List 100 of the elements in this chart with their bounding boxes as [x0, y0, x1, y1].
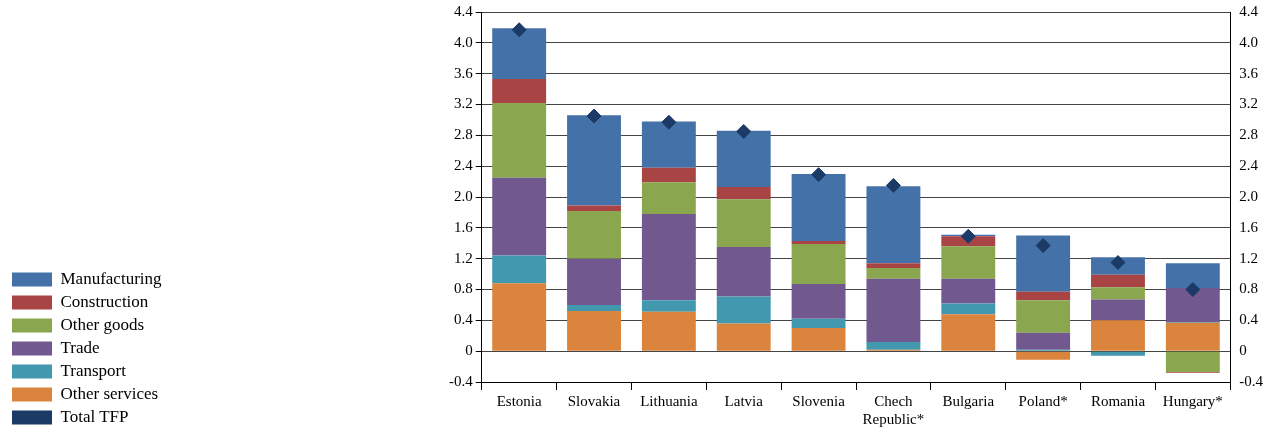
x-tick-label: Hungary* — [1162, 392, 1223, 409]
x-tick-label: Slovakia — [567, 392, 621, 409]
y2-tick-label: 0.4 — [1239, 311, 1259, 328]
y-tick-label: 3.2 — [454, 95, 473, 112]
bar — [641, 121, 696, 168]
bar — [1016, 235, 1071, 292]
y-tick-label: 0.4 — [454, 311, 474, 328]
x-tick-label: Chech Republic* — [862, 392, 925, 427]
point — [811, 167, 827, 183]
bar — [716, 296, 771, 324]
bar — [1091, 299, 1145, 321]
point — [1035, 238, 1051, 254]
bar — [492, 255, 547, 284]
bar — [866, 263, 921, 268]
bar — [866, 186, 921, 264]
x-tick-label: Romania — [1090, 392, 1146, 409]
bar — [567, 205, 621, 211]
bar — [492, 28, 547, 80]
bar — [1091, 274, 1145, 288]
y2-tick-label: -0.4 — [1239, 372, 1264, 389]
bar — [492, 79, 547, 103]
bar — [866, 278, 921, 342]
y-tick-label: 2.4 — [454, 157, 474, 174]
bar — [641, 167, 696, 183]
bar — [941, 303, 996, 315]
bar — [641, 311, 696, 351]
y2-tick-label: 4.4 — [1239, 2, 1259, 19]
y-tick-label: 4.4 — [454, 2, 474, 19]
bar — [641, 300, 696, 312]
y2-tick-label: 3.2 — [1239, 95, 1258, 112]
y-tick-label: 1.6 — [454, 218, 474, 235]
bar — [567, 115, 621, 206]
bar — [1165, 263, 1220, 288]
legend-label: Other services — [60, 383, 159, 403]
bar — [716, 323, 771, 351]
bar — [791, 173, 846, 241]
bar — [866, 341, 921, 350]
bar — [492, 283, 547, 351]
bar — [791, 244, 846, 285]
y2-tick-label: 3.6 — [1239, 64, 1259, 81]
bar — [716, 247, 771, 297]
point — [736, 123, 752, 139]
bar — [866, 267, 921, 279]
bar — [791, 318, 846, 329]
y-tick-label: 2.8 — [454, 126, 473, 143]
y-tick-label: 0.8 — [454, 280, 473, 297]
x-tick-label: Poland* — [1018, 392, 1068, 409]
y-tick-label: 1.2 — [454, 249, 473, 266]
bar — [716, 130, 771, 187]
bar — [1165, 322, 1220, 351]
y2-tick-label: 1.6 — [1239, 218, 1259, 235]
y2-tick-label: 1.2 — [1239, 249, 1258, 266]
bar — [716, 199, 771, 248]
bar — [641, 182, 696, 214]
bar — [567, 258, 621, 305]
point — [1185, 282, 1201, 297]
legend-label: Total TFP — [60, 406, 129, 426]
bar — [1091, 351, 1145, 356]
point — [885, 177, 901, 193]
bar — [791, 240, 846, 245]
x-tick-label: Bulgaria — [942, 392, 995, 409]
legend-label: Construction — [60, 291, 149, 311]
x-tick-label: Lithuania — [640, 392, 698, 409]
y-tick-label: 4.0 — [454, 33, 473, 50]
bar — [1091, 287, 1145, 300]
x-tick-label: Slovenia — [792, 392, 846, 409]
x-tick-label: Estonia — [496, 392, 543, 409]
bar — [1016, 332, 1071, 350]
y-tick-label: 3.6 — [454, 64, 474, 81]
y-tick-label: 0 — [465, 342, 473, 359]
bar — [1091, 320, 1145, 351]
point — [661, 114, 677, 130]
bar — [567, 210, 621, 259]
bar — [791, 284, 846, 319]
bar — [716, 186, 771, 200]
bar — [567, 311, 621, 351]
y2-tick-label: 0.8 — [1239, 280, 1258, 297]
y2-tick-label: 2.0 — [1239, 187, 1258, 204]
bar — [1165, 287, 1220, 322]
legend-label: Other goods — [60, 314, 145, 334]
bar — [1016, 291, 1071, 301]
legend-label: Transport — [60, 360, 127, 380]
bar — [567, 304, 621, 312]
y2-tick-label: 4.0 — [1239, 33, 1258, 50]
bar — [492, 177, 547, 256]
point — [511, 22, 527, 38]
legend-label: Trade — [60, 337, 100, 357]
bar — [941, 278, 996, 304]
y-tick-label: -0.4 — [449, 372, 474, 389]
point — [960, 228, 976, 244]
bar — [941, 246, 996, 279]
point — [586, 108, 602, 124]
y2-tick-label: 0 — [1239, 342, 1247, 359]
bar — [1016, 300, 1071, 333]
bar — [791, 328, 846, 351]
y2-tick-label: 2.4 — [1239, 157, 1259, 174]
y-tick-label: 2.0 — [454, 187, 473, 204]
bar — [1016, 351, 1071, 360]
x-tick-label: Latvia — [724, 392, 764, 409]
bar — [641, 213, 696, 301]
